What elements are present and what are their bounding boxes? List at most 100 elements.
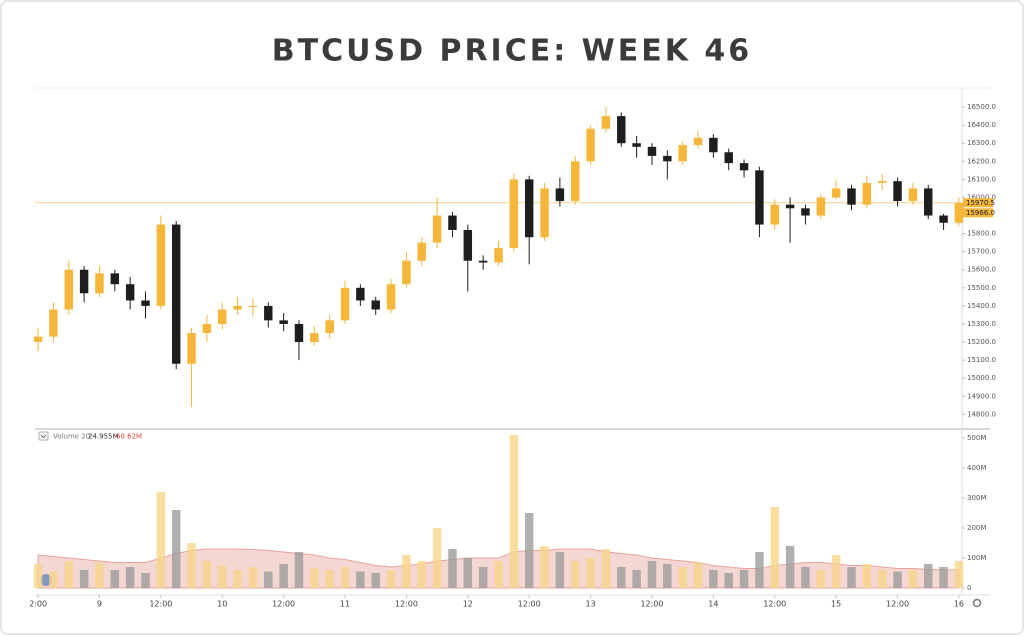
- volume-bar: [647, 561, 657, 588]
- candle-body: [524, 179, 534, 238]
- y2-tick-label: 200M: [967, 524, 986, 532]
- y2-tick-label: 500M: [967, 434, 986, 442]
- volume-bar: [325, 570, 334, 588]
- volume-bar: [739, 570, 749, 588]
- y2-tick-label: 400M: [967, 464, 986, 472]
- candle-body: [294, 323, 304, 343]
- volume-bar: [877, 570, 887, 588]
- y-tick-label: 14900.0: [967, 392, 996, 400]
- candle-body: [571, 161, 580, 202]
- volume-bar: [831, 555, 841, 588]
- y2-tick-label: 100M: [967, 554, 986, 562]
- candle-body: [632, 143, 641, 147]
- price-tag-label: 15966.0: [966, 209, 995, 217]
- volume-bar: [248, 567, 258, 588]
- candle-body: [79, 269, 89, 294]
- y-tick-label: 16400.0: [967, 121, 996, 129]
- y-tick-label: 16500.0: [967, 103, 996, 111]
- candle-body: [816, 197, 826, 216]
- volume-bar: [402, 555, 411, 588]
- price-tag-label: 15970.5: [966, 199, 995, 207]
- x-tick-label: 14: [708, 600, 718, 609]
- candle-body: [586, 128, 595, 162]
- y2-tick-label: 300M: [967, 494, 986, 502]
- candle-body: [218, 309, 227, 324]
- candle-body: [601, 116, 611, 129]
- candle-body: [954, 202, 964, 223]
- volume-bar: [709, 570, 718, 588]
- y-tick-label: 15000.0: [967, 374, 996, 382]
- x-tick-label: 12:00: [395, 600, 418, 609]
- volume-bar: [264, 571, 273, 588]
- volume-bar: [693, 562, 703, 588]
- candle-body: [647, 146, 657, 156]
- y-tick-label: 15100.0: [967, 356, 996, 364]
- y-tick-label: 15300.0: [967, 320, 996, 328]
- volume-bar: [478, 567, 488, 588]
- volume-bar: [862, 564, 872, 588]
- volume-bar: [79, 570, 89, 588]
- candle-body: [877, 181, 887, 183]
- x-tick-label: 15: [831, 600, 841, 609]
- legend-toggle[interactable]: [38, 431, 49, 441]
- candle-body: [755, 170, 764, 225]
- price-tag: [963, 208, 993, 218]
- volume-bar: [540, 546, 549, 588]
- candle-body: [371, 300, 380, 310]
- x-tick-label: 12:00: [763, 600, 786, 609]
- candle-body: [125, 284, 135, 301]
- candle-body: [908, 188, 918, 202]
- volume-bar: [310, 568, 319, 588]
- candle-body: [202, 323, 212, 334]
- volume-bar: [110, 570, 120, 588]
- candle-body: [693, 137, 703, 146]
- volume-bar: [555, 552, 565, 588]
- volume-bar: [171, 510, 181, 588]
- volume-bar: [294, 552, 304, 588]
- y-tick-label: 16100.0: [967, 175, 996, 183]
- volume-bar: [509, 435, 519, 588]
- volume-bar: [678, 567, 687, 588]
- volume-bar: [601, 549, 611, 588]
- candle-body: [540, 188, 549, 238]
- x-tick-label: 12:00: [149, 600, 172, 609]
- candle-body: [386, 284, 396, 310]
- volume-bar: [816, 570, 826, 588]
- candle-body: [417, 242, 426, 261]
- logo-icon: [40, 574, 52, 586]
- volume-bar: [954, 561, 964, 588]
- volume-bar: [279, 564, 288, 588]
- x-tick-label: 9: [97, 600, 102, 609]
- y-tick-label: 14800.0: [967, 410, 996, 418]
- volume-bar: [617, 567, 626, 588]
- volume-ma-last: 60.62M: [116, 433, 142, 441]
- y-tick-label: 15700.0: [967, 248, 996, 256]
- candle-body: [402, 260, 411, 285]
- candle-body: [340, 287, 350, 321]
- candle-body: [847, 188, 856, 205]
- candle-body: [478, 260, 488, 263]
- settings-icon[interactable]: [972, 598, 982, 608]
- x-tick-label: 12:00: [640, 600, 663, 609]
- candle-body: [171, 224, 181, 364]
- volume-bar: [49, 571, 58, 588]
- volume-last: 24.955M: [88, 433, 119, 441]
- candle-body: [494, 248, 503, 263]
- candle-body: [831, 188, 841, 198]
- candle-body: [663, 155, 672, 162]
- volume-bar: [524, 513, 534, 588]
- candle-body: [233, 305, 242, 310]
- candle-body: [617, 116, 626, 144]
- x-tick-label: 10: [217, 600, 227, 609]
- candle-body: [156, 224, 166, 306]
- volume-bar: [632, 570, 641, 588]
- candle-body: [310, 333, 319, 343]
- y2-tick-label: 0: [967, 584, 971, 592]
- candle-body: [49, 309, 58, 337]
- x-tick-label: 11: [340, 600, 350, 609]
- volume-bar: [847, 567, 856, 588]
- y-tick-label: 15500.0: [967, 284, 996, 292]
- volume-title: Volume 20: [53, 433, 90, 441]
- volume-bar: [755, 552, 764, 588]
- volume-bar: [417, 561, 426, 588]
